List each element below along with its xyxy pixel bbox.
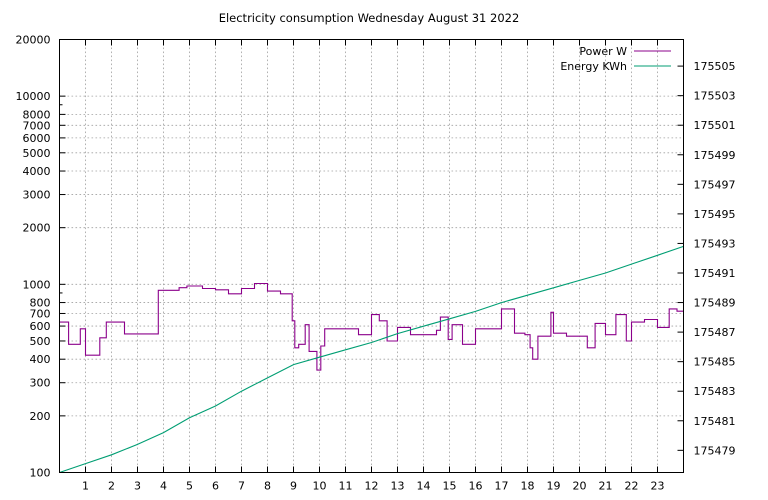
x-tick-label: 18 [521,480,535,493]
legend: Power W Energy KWh [560,45,671,73]
x-tick-label: 21 [599,480,613,493]
x-tick-label: 4 [160,480,167,493]
x-tick-label: 8 [264,480,271,493]
x-tick-label: 11 [339,480,353,493]
x-tick-label: 2 [108,480,115,493]
y-left-tick-label: 600 [30,320,51,333]
x-tick-label: 20 [573,480,587,493]
y-left-tick-label: 3000 [23,189,51,202]
legend-label: Power W [579,45,627,58]
y-left-tick-label: 1000 [23,278,51,291]
series-line-power [59,282,684,371]
x-tick-label: 7 [238,480,245,493]
y-right-axis-tick-labels: 175479 175481 175483 175485 175487 175489 1754… [694,60,736,457]
x-tick-label: 17 [495,480,509,493]
x-axis-tick-labels: 1 2 3 4 5 6 7 8 9 10 11 12 13 14 15 16 17 18 19 20 21 22 23 [82,480,665,493]
y-left-tick-label: 200 [30,410,51,423]
y-left-tick-label: 7000 [23,119,51,132]
x-tick-label: 6 [212,480,219,493]
y-right-tick-label: 175493 [694,237,736,250]
x-tick-label: 10 [313,480,327,493]
y-right-tick-label: 175479 [694,444,736,457]
y-right-tick-label: 175495 [694,208,736,221]
series-lines [59,245,684,474]
y-right-tick-label: 175481 [694,415,736,428]
x-tick-label: 22 [625,480,639,493]
y-left-tick-label: 20000 [16,34,51,47]
grid [59,39,684,473]
x-tick-label: 14 [417,480,431,493]
x-tick-label: 1 [82,480,89,493]
y-right-tick-label: 175503 [694,90,736,103]
y-left-tick-label: 700 [30,307,51,320]
y-left-tick-label: 10000 [16,90,51,103]
x-tick-label: 19 [547,480,561,493]
x-tick-label: 5 [186,480,193,493]
y-right-tick-label: 175491 [694,267,736,280]
x-tick-label: 9 [290,480,297,493]
series-line-energy [59,245,684,474]
y-left-tick-label: 8000 [23,108,51,121]
y-left-tick-label: 2000 [23,222,51,235]
y-left-tick-label: 6000 [23,132,51,145]
legend-label: Energy KWh [560,60,627,73]
y-left-tick-label: 100 [30,467,51,480]
x-tick-label: 13 [391,480,405,493]
y-right-tick-label: 175501 [694,119,736,132]
y-left-tick-label: 400 [30,353,51,366]
x-tick-label: 16 [469,480,483,493]
y-right-tick-label: 175483 [694,385,736,398]
y-right-tick-label: 175499 [694,149,736,162]
y-left-tick-label: 5000 [23,147,51,160]
y-right-tick-label: 175505 [694,60,736,73]
chart-title: Electricity consumption Wednesday August… [219,11,520,25]
x-tick-label: 12 [365,480,379,493]
x-tick-label: 23 [651,480,665,493]
plot-frame [59,39,684,473]
y-right-tick-label: 175489 [694,297,736,310]
y-right-tick-label: 175487 [694,326,736,339]
x-tick-label: 15 [443,480,457,493]
y-left-tick-label: 500 [30,335,51,348]
x-tick-label: 3 [134,480,141,493]
y-right-tick-label: 175485 [694,356,736,369]
y-left-tick-label: 4000 [23,165,51,178]
y-left-tick-label: 800 [30,297,51,310]
y-right-tick-label: 175497 [694,178,736,191]
y-left-tick-label: 300 [30,377,51,390]
